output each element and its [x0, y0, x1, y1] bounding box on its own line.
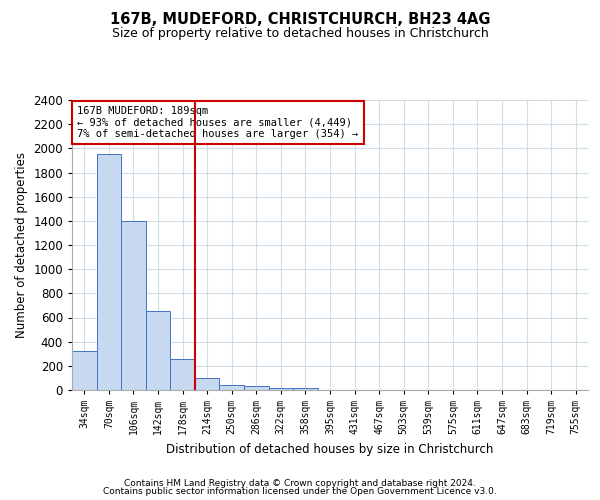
- Bar: [293, 388, 318, 390]
- Bar: [195, 378, 220, 390]
- Bar: [121, 221, 146, 390]
- Bar: [72, 352, 97, 390]
- Bar: [146, 312, 170, 390]
- Bar: [97, 154, 121, 390]
- Text: 167B MUDEFORD: 189sqm
← 93% of detached houses are smaller (4,449)
7% of semi-de: 167B MUDEFORD: 189sqm ← 93% of detached …: [77, 106, 358, 139]
- Text: Contains public sector information licensed under the Open Government Licence v3: Contains public sector information licen…: [103, 487, 497, 496]
- X-axis label: Distribution of detached houses by size in Christchurch: Distribution of detached houses by size …: [166, 442, 494, 456]
- Bar: [220, 385, 244, 390]
- Text: 167B, MUDEFORD, CHRISTCHURCH, BH23 4AG: 167B, MUDEFORD, CHRISTCHURCH, BH23 4AG: [110, 12, 490, 28]
- Y-axis label: Number of detached properties: Number of detached properties: [14, 152, 28, 338]
- Bar: [170, 358, 195, 390]
- Text: Contains HM Land Registry data © Crown copyright and database right 2024.: Contains HM Land Registry data © Crown c…: [124, 478, 476, 488]
- Bar: [269, 388, 293, 390]
- Bar: [244, 386, 269, 390]
- Text: Size of property relative to detached houses in Christchurch: Size of property relative to detached ho…: [112, 28, 488, 40]
